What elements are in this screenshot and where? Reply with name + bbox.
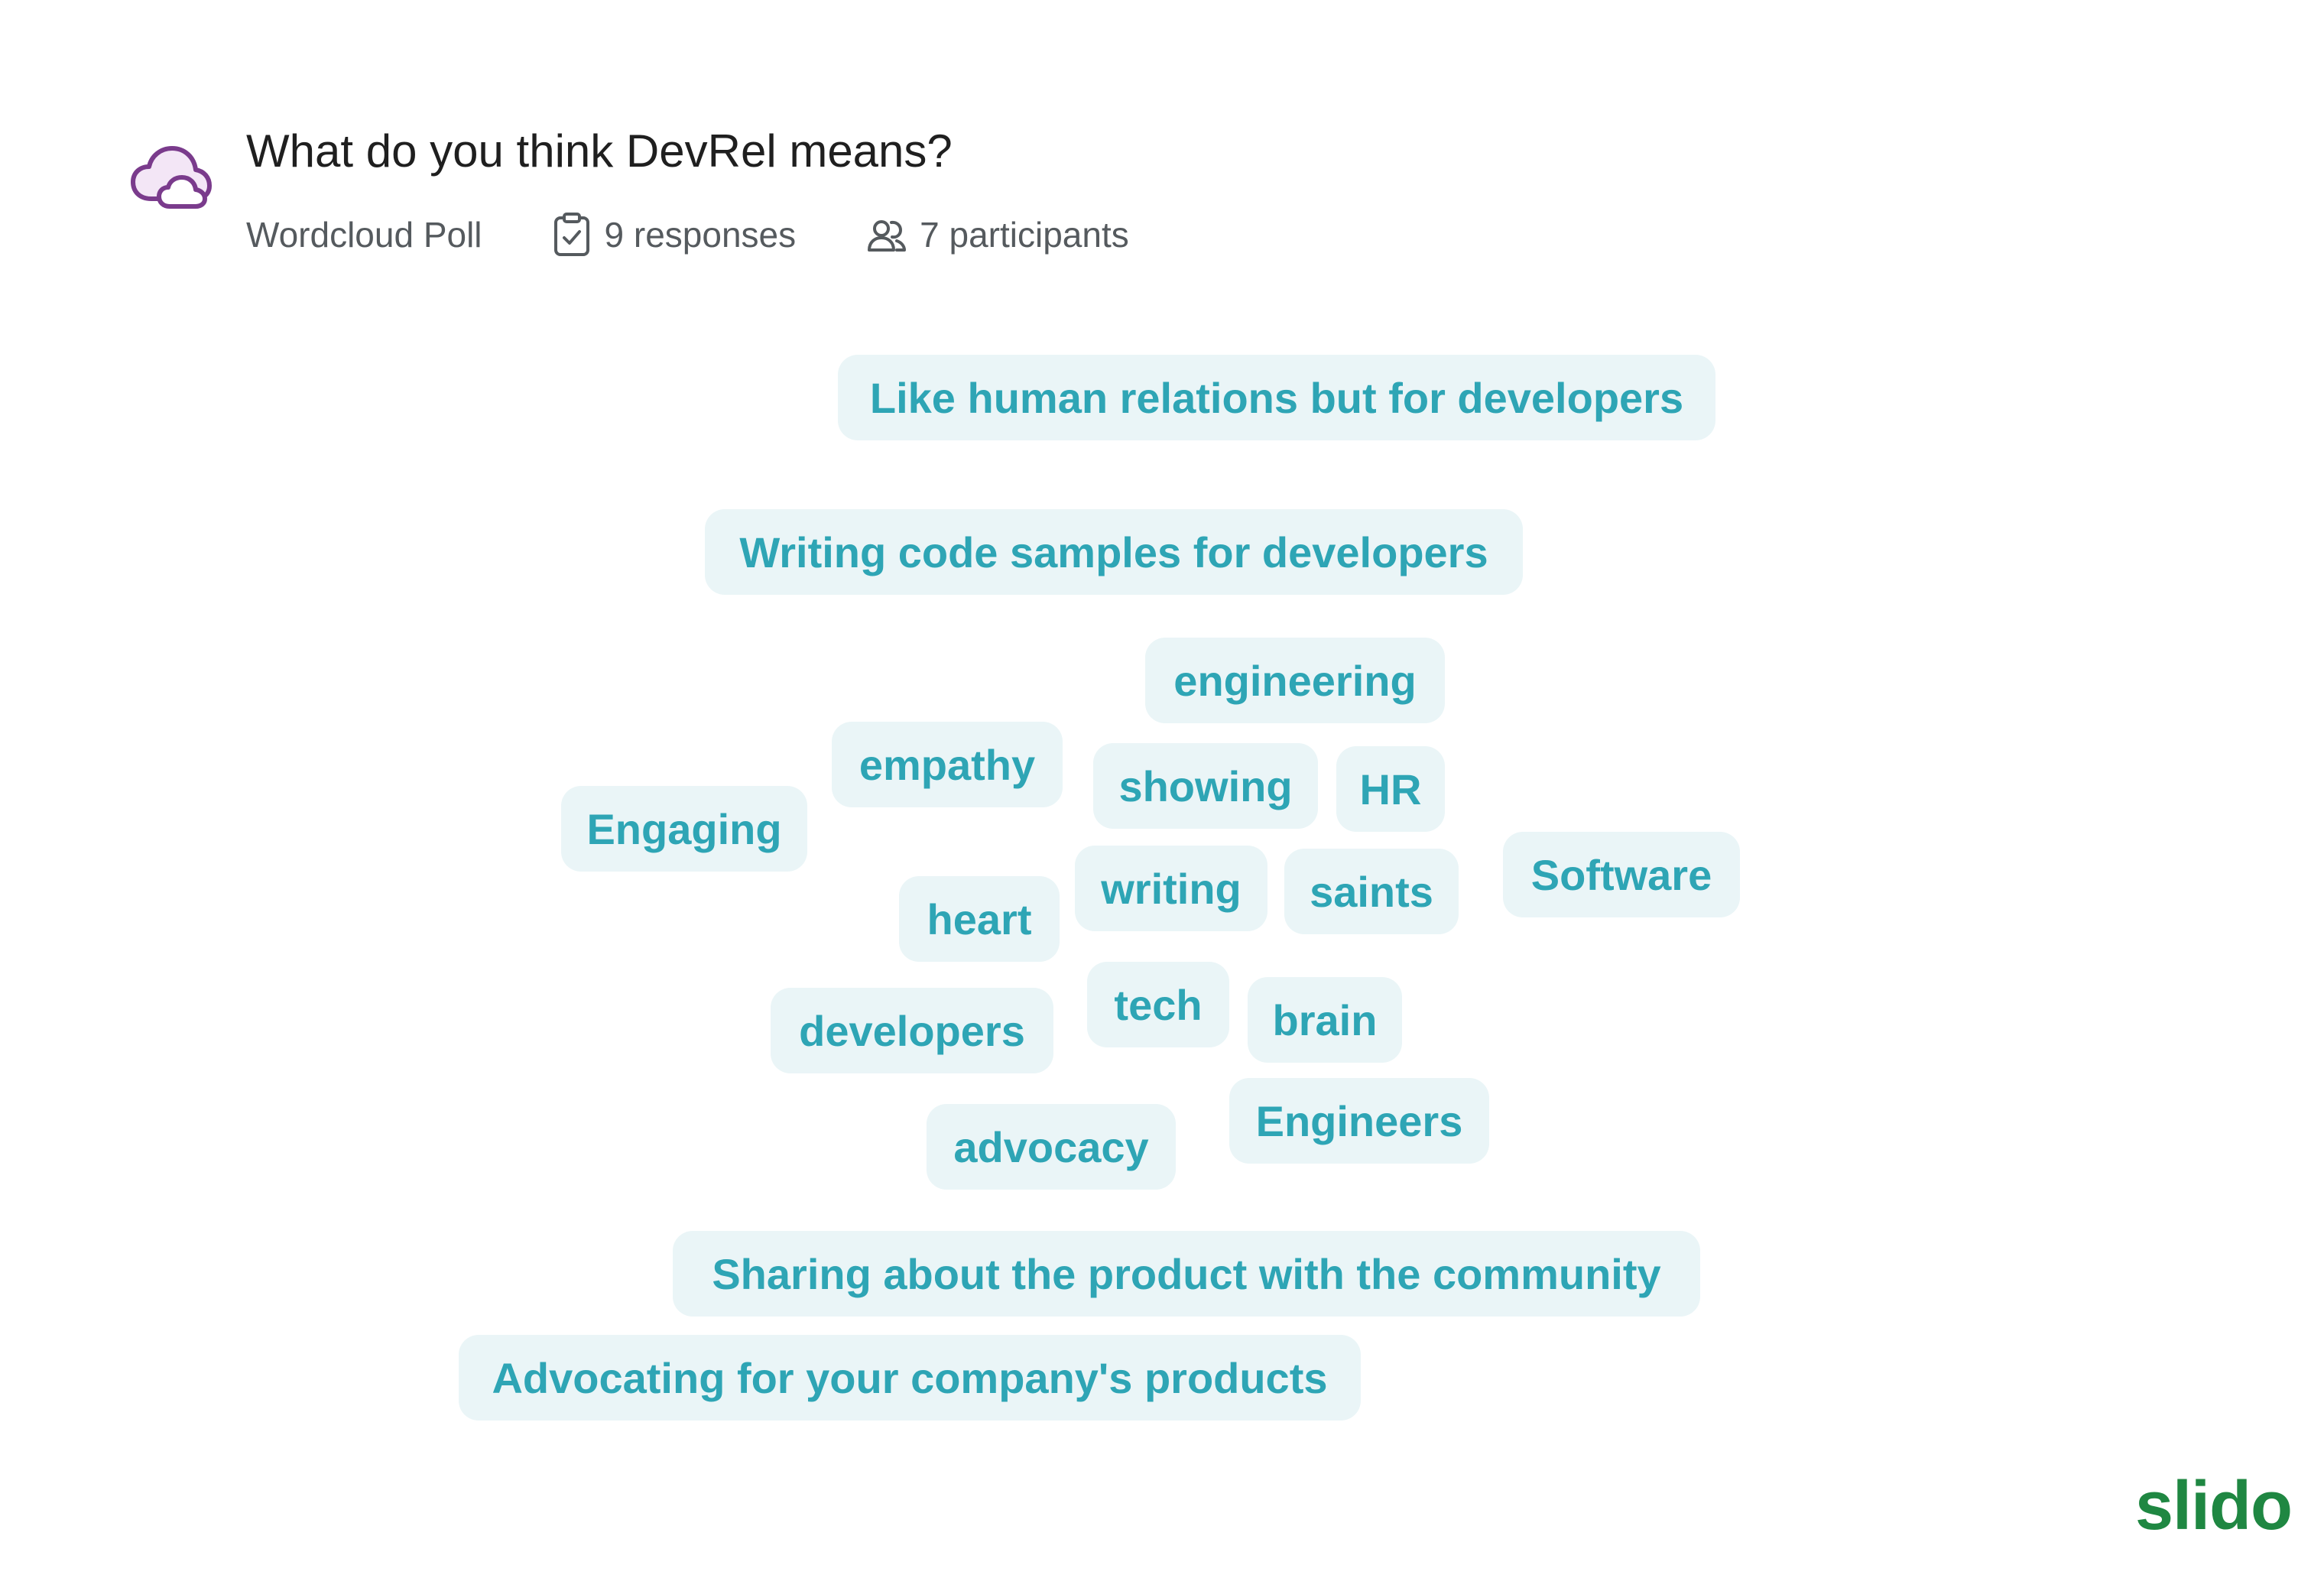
wordcloud-word: saints — [1284, 849, 1459, 934]
wordcloud-word: developers — [771, 988, 1053, 1073]
people-icon — [868, 220, 907, 252]
wordcloud-word: heart — [899, 876, 1060, 962]
poll-type-label: Wordcloud Poll — [246, 215, 482, 255]
wordcloud-word: Software — [1503, 832, 1740, 917]
poll-meta: Wordcloud Poll 9 responses 7 participant… — [246, 208, 1129, 261]
wordcloud-word: advocacy — [927, 1104, 1176, 1190]
wordcloud-word: Writing code samples for developers — [705, 509, 1523, 595]
clipboard-check-icon — [553, 213, 589, 256]
wordcloud-word: tech — [1087, 962, 1229, 1047]
wordcloud-word: brain — [1248, 977, 1402, 1063]
wordcloud-cloud-icon — [131, 146, 212, 209]
wordcloud-word: Like human relations but for developers — [838, 355, 1715, 440]
wordcloud-word: empathy — [832, 722, 1063, 807]
responses-label: 9 responses — [604, 215, 797, 255]
wordcloud-word: Engaging — [561, 786, 807, 872]
wordcloud-word: Advocating for your company's products — [459, 1335, 1361, 1421]
slido-logo: slido — [2134, 1468, 2293, 1544]
responses-count: 9 responses — [551, 212, 797, 258]
wordcloud-word: engineering — [1145, 638, 1445, 723]
wordcloud-word: Sharing about the product with the commu… — [673, 1231, 1700, 1317]
participants-label: 7 participants — [920, 215, 1129, 255]
poll-type: Wordcloud Poll — [246, 214, 482, 255]
poll-title: What do you think DevRel means? — [246, 125, 953, 177]
wordcloud-word: HR — [1336, 746, 1445, 832]
participants-count: 7 participants — [866, 212, 1129, 258]
wordcloud-word: Engineers — [1229, 1078, 1489, 1164]
wordcloud-word: writing — [1075, 846, 1267, 931]
wordcloud-word: showing — [1093, 743, 1318, 829]
